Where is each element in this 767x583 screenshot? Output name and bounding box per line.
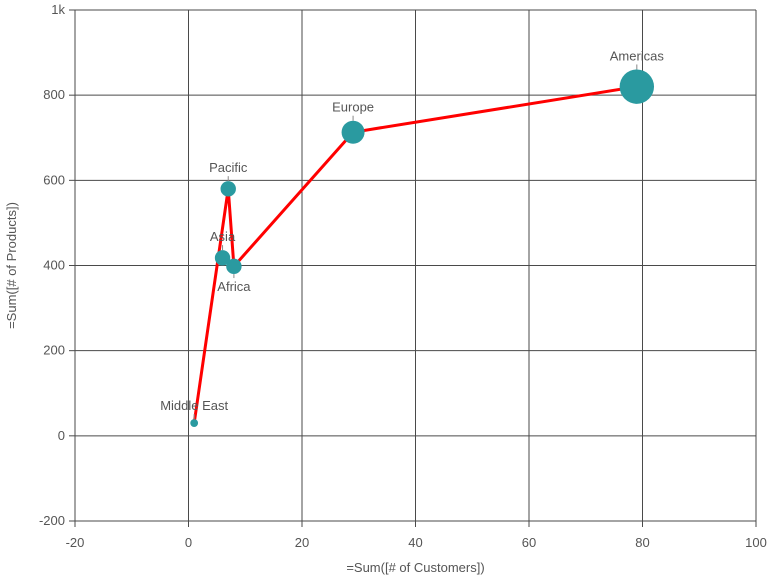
point-label: Africa — [217, 279, 251, 294]
bubble-point — [226, 258, 242, 275]
y-tick-label: 400 — [43, 258, 65, 273]
y-tick-label: 1k — [51, 2, 65, 17]
x-tick-label: 100 — [745, 535, 767, 550]
x-tick-label: 40 — [408, 535, 422, 550]
point-label: Americas — [610, 48, 665, 63]
x-tick-label: -20 — [66, 535, 85, 550]
y-tick-label: 200 — [43, 343, 65, 358]
point-label: Europe — [332, 100, 374, 115]
x-tick-label: 20 — [295, 535, 309, 550]
y-tick-label: 600 — [43, 172, 65, 187]
point-label: Pacific — [209, 160, 248, 175]
x-tick-label: 60 — [522, 535, 536, 550]
x-tick-label: 80 — [635, 535, 649, 550]
point-label: Middle East — [160, 398, 228, 413]
x-tick-label: 0 — [185, 535, 192, 550]
y-tick-label: -200 — [39, 513, 65, 528]
bubble-point — [214, 250, 231, 266]
bubble-point — [190, 419, 199, 427]
y-tick-label: 0 — [58, 428, 65, 443]
y-tick-label: 800 — [43, 87, 65, 102]
bubble-point — [619, 69, 655, 104]
point-labels: Middle East Pacific Africa Asia Europe Americ… — [160, 48, 665, 420]
y-axis-title: =Sum([# of Products]) — [4, 202, 19, 329]
bubbles — [190, 69, 655, 427]
point-label: Asia — [210, 229, 236, 244]
bubble-point — [220, 181, 236, 197]
x-axis-title: =Sum([# of Customers]) — [346, 560, 484, 575]
bubble-point — [341, 120, 365, 144]
